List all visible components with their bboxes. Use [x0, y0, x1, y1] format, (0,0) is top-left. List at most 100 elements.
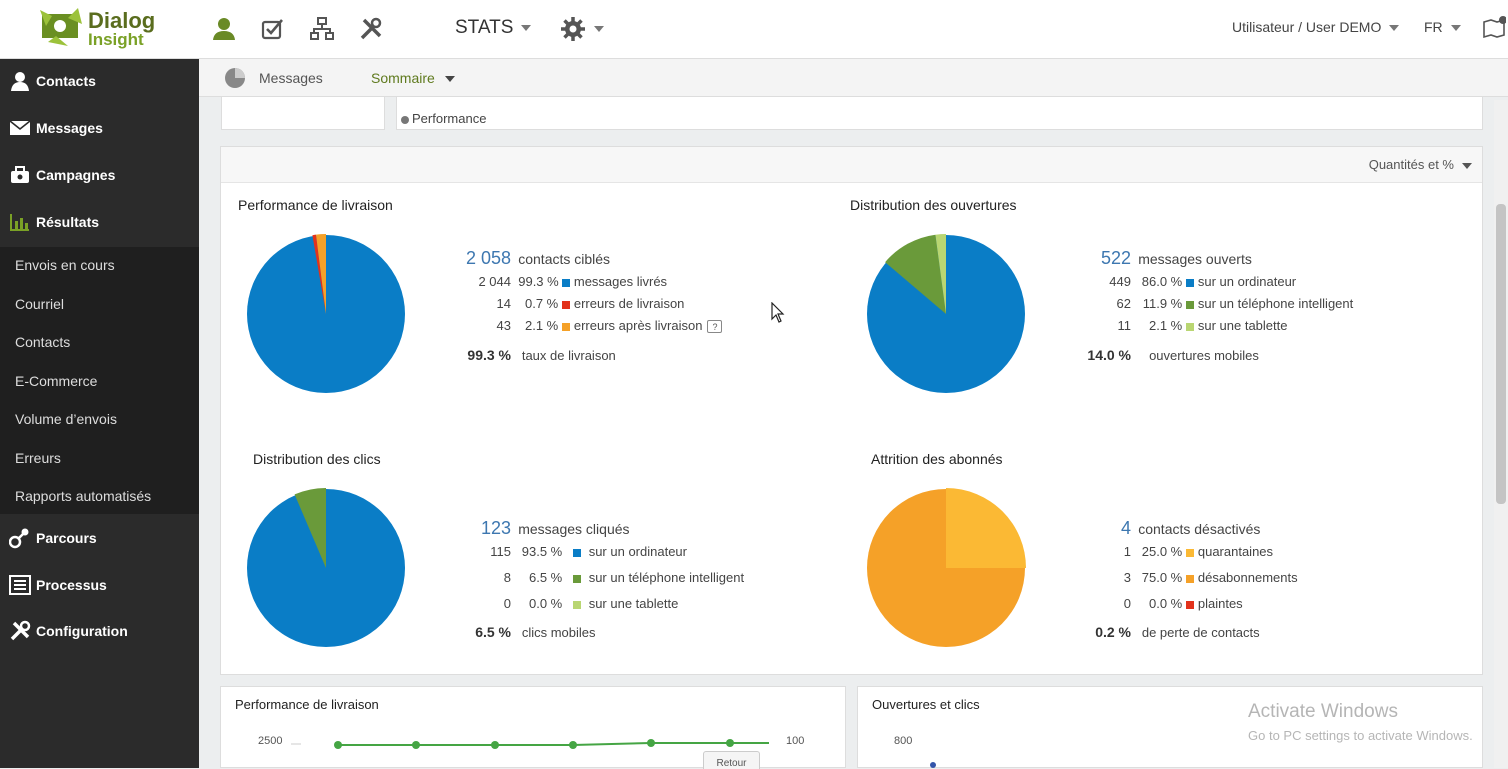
bullet-icon — [401, 115, 409, 124]
chevron-down-icon — [594, 26, 604, 32]
sidebar-submenu: Envois en cours Courriel Contacts E-Comm… — [0, 247, 199, 514]
stat-count: 14 — [496, 296, 511, 311]
dialog-insight-logo[interactable]: Dialog Insight — [38, 6, 168, 50]
page-scrollbar[interactable] — [1494, 100, 1508, 768]
stat-total-value: 2 058 — [465, 248, 511, 268]
chart-point — [647, 739, 655, 747]
sidebar-item-messages[interactable]: Messages — [0, 106, 199, 150]
pie-chart-livraison[interactable] — [246, 234, 406, 394]
stat-pct: 25.0 % — [1141, 544, 1183, 559]
stat-total-label: contacts ciblés — [518, 251, 611, 267]
legend-swatch — [573, 600, 582, 609]
top-bar: Dialog Insight STATS Utilisateur / User … — [0, 0, 1508, 59]
pie-chart-ouvertures[interactable] — [866, 234, 1026, 394]
legend-swatch — [1185, 300, 1194, 309]
tools-icon — [9, 620, 31, 642]
settings-menu[interactable] — [560, 16, 604, 42]
chart-point — [412, 741, 420, 749]
pie-chart-attrition[interactable] — [866, 488, 1026, 648]
sidebar-item-contacts[interactable]: Contacts — [0, 59, 199, 103]
legend-swatch — [1185, 548, 1194, 557]
submenu-item-envois-en-cours[interactable]: Envois en cours — [15, 257, 115, 273]
back-button[interactable]: Retour — [703, 751, 760, 769]
slice-erreurs-apres-livraison — [316, 234, 326, 314]
chart-point — [491, 741, 499, 749]
envelope-icon — [9, 117, 31, 139]
user-icon[interactable] — [211, 16, 237, 42]
process-icon — [9, 574, 31, 596]
slice-tablette — [935, 234, 946, 314]
stat-total-value: 522 — [1100, 248, 1131, 268]
submenu-item-rapports-automatises[interactable]: Rapports automatisés — [15, 488, 152, 504]
chart-point — [569, 741, 577, 749]
sub-navigation: Messages Sommaire — [199, 59, 1508, 97]
stat-row: 1 25.0 % quarantaines — [1091, 544, 1273, 559]
submenu-item-volume-envois[interactable]: Volume d’envois — [15, 411, 117, 427]
rate-label: ouvertures mobiles — [1149, 348, 1259, 363]
breadcrumb-messages[interactable]: Messages — [259, 70, 323, 86]
stat-row: 2 044 99.3 % messages livrés — [461, 274, 667, 289]
submenu-item-erreurs[interactable]: Erreurs — [15, 450, 61, 466]
legend-swatch — [561, 300, 570, 309]
pie-chart-clics[interactable] — [246, 488, 406, 648]
stats-menu[interactable]: STATS — [455, 17, 532, 39]
sidebar: Contacts Messages Campagnes Résultats En… — [0, 59, 199, 768]
stat-label: erreurs après livraison — [573, 318, 703, 333]
legend-swatch — [1185, 574, 1194, 583]
summary-panel: Quantités et % Performance de livraison … — [220, 146, 1483, 675]
stat-total-ouvertures: 522 messages ouverts — [1099, 248, 1252, 269]
stat-row: 8 6.5 % sur un téléphone intelligent — [471, 570, 744, 585]
stat-count: 3 — [1123, 570, 1131, 585]
pie-chart-icon — [225, 68, 245, 88]
sommaire-dropdown[interactable]: Sommaire — [371, 70, 455, 86]
activate-windows-title: Activate Windows — [1248, 701, 1398, 722]
stat-pct: 0.0 % — [1148, 596, 1183, 611]
user-menu[interactable]: Utilisateur / User DEMO — [1232, 19, 1400, 35]
help-icon[interactable]: ? — [707, 320, 723, 333]
quantities-dropdown[interactable]: Quantités et % — [1369, 157, 1472, 172]
line-chart-livraison[interactable] — [291, 737, 781, 751]
scrollbar-thumb[interactable] — [1496, 204, 1506, 504]
submenu-item-contacts[interactable]: Contacts — [15, 334, 71, 350]
sidebar-item-parcours[interactable]: Parcours — [0, 516, 199, 560]
stat-count: 2 044 — [478, 274, 511, 289]
gear-icon — [561, 17, 585, 41]
stat-pct: 75.0 % — [1141, 570, 1183, 585]
legend-swatch — [573, 548, 582, 557]
sidebar-item-resultats[interactable]: Résultats — [0, 200, 199, 244]
stat-count: 8 — [503, 570, 511, 585]
tools-icon[interactable] — [358, 16, 384, 42]
legend-swatch — [1185, 278, 1194, 287]
stat-pct: 2.1 % — [524, 318, 559, 333]
org-chart-icon[interactable] — [309, 16, 335, 42]
stat-pct: 99.3 % — [518, 274, 559, 289]
help-book-icon[interactable] — [1482, 16, 1506, 40]
axis-tick: 800 — [894, 735, 913, 747]
sommaire-label: Sommaire — [371, 70, 435, 86]
chevron-down-icon — [1389, 25, 1400, 32]
sidebar-item-campagnes[interactable]: Campagnes — [0, 153, 199, 197]
sidebar-item-label: Campagnes — [36, 167, 116, 183]
stat-label: plaintes — [1197, 596, 1243, 611]
stat-count: 0 — [1123, 596, 1131, 611]
stat-label: messages livrés — [573, 274, 668, 289]
slice-erreurs-livraison — [312, 234, 326, 314]
submenu-item-ecommerce[interactable]: E-Commerce — [15, 373, 98, 389]
stat-count: 11 — [1117, 318, 1132, 333]
stat-total-label: contacts désactivés — [1138, 521, 1261, 537]
performance-label: Performance — [412, 111, 487, 126]
submenu-item-courriel[interactable]: Courriel — [15, 296, 65, 312]
chart-point — [334, 741, 342, 749]
language-menu[interactable]: FR — [1424, 19, 1461, 35]
slice-telephone — [885, 234, 946, 314]
stat-total-label: messages cliqués — [518, 521, 630, 537]
performance-link[interactable]: Performance — [401, 111, 486, 126]
stat-row: 0 0.0 % sur une tablette — [471, 596, 679, 611]
panel-header: Quantités et % — [221, 147, 1482, 183]
checklist-icon[interactable] — [260, 16, 286, 42]
sidebar-item-configuration[interactable]: Configuration — [0, 609, 199, 653]
logo-text-insight: Insight — [88, 30, 144, 49]
sidebar-item-processus[interactable]: Processus — [0, 563, 199, 607]
legend-swatch — [561, 278, 570, 287]
stat-row: 43 2.1 % erreurs après livraison? — [461, 318, 723, 333]
